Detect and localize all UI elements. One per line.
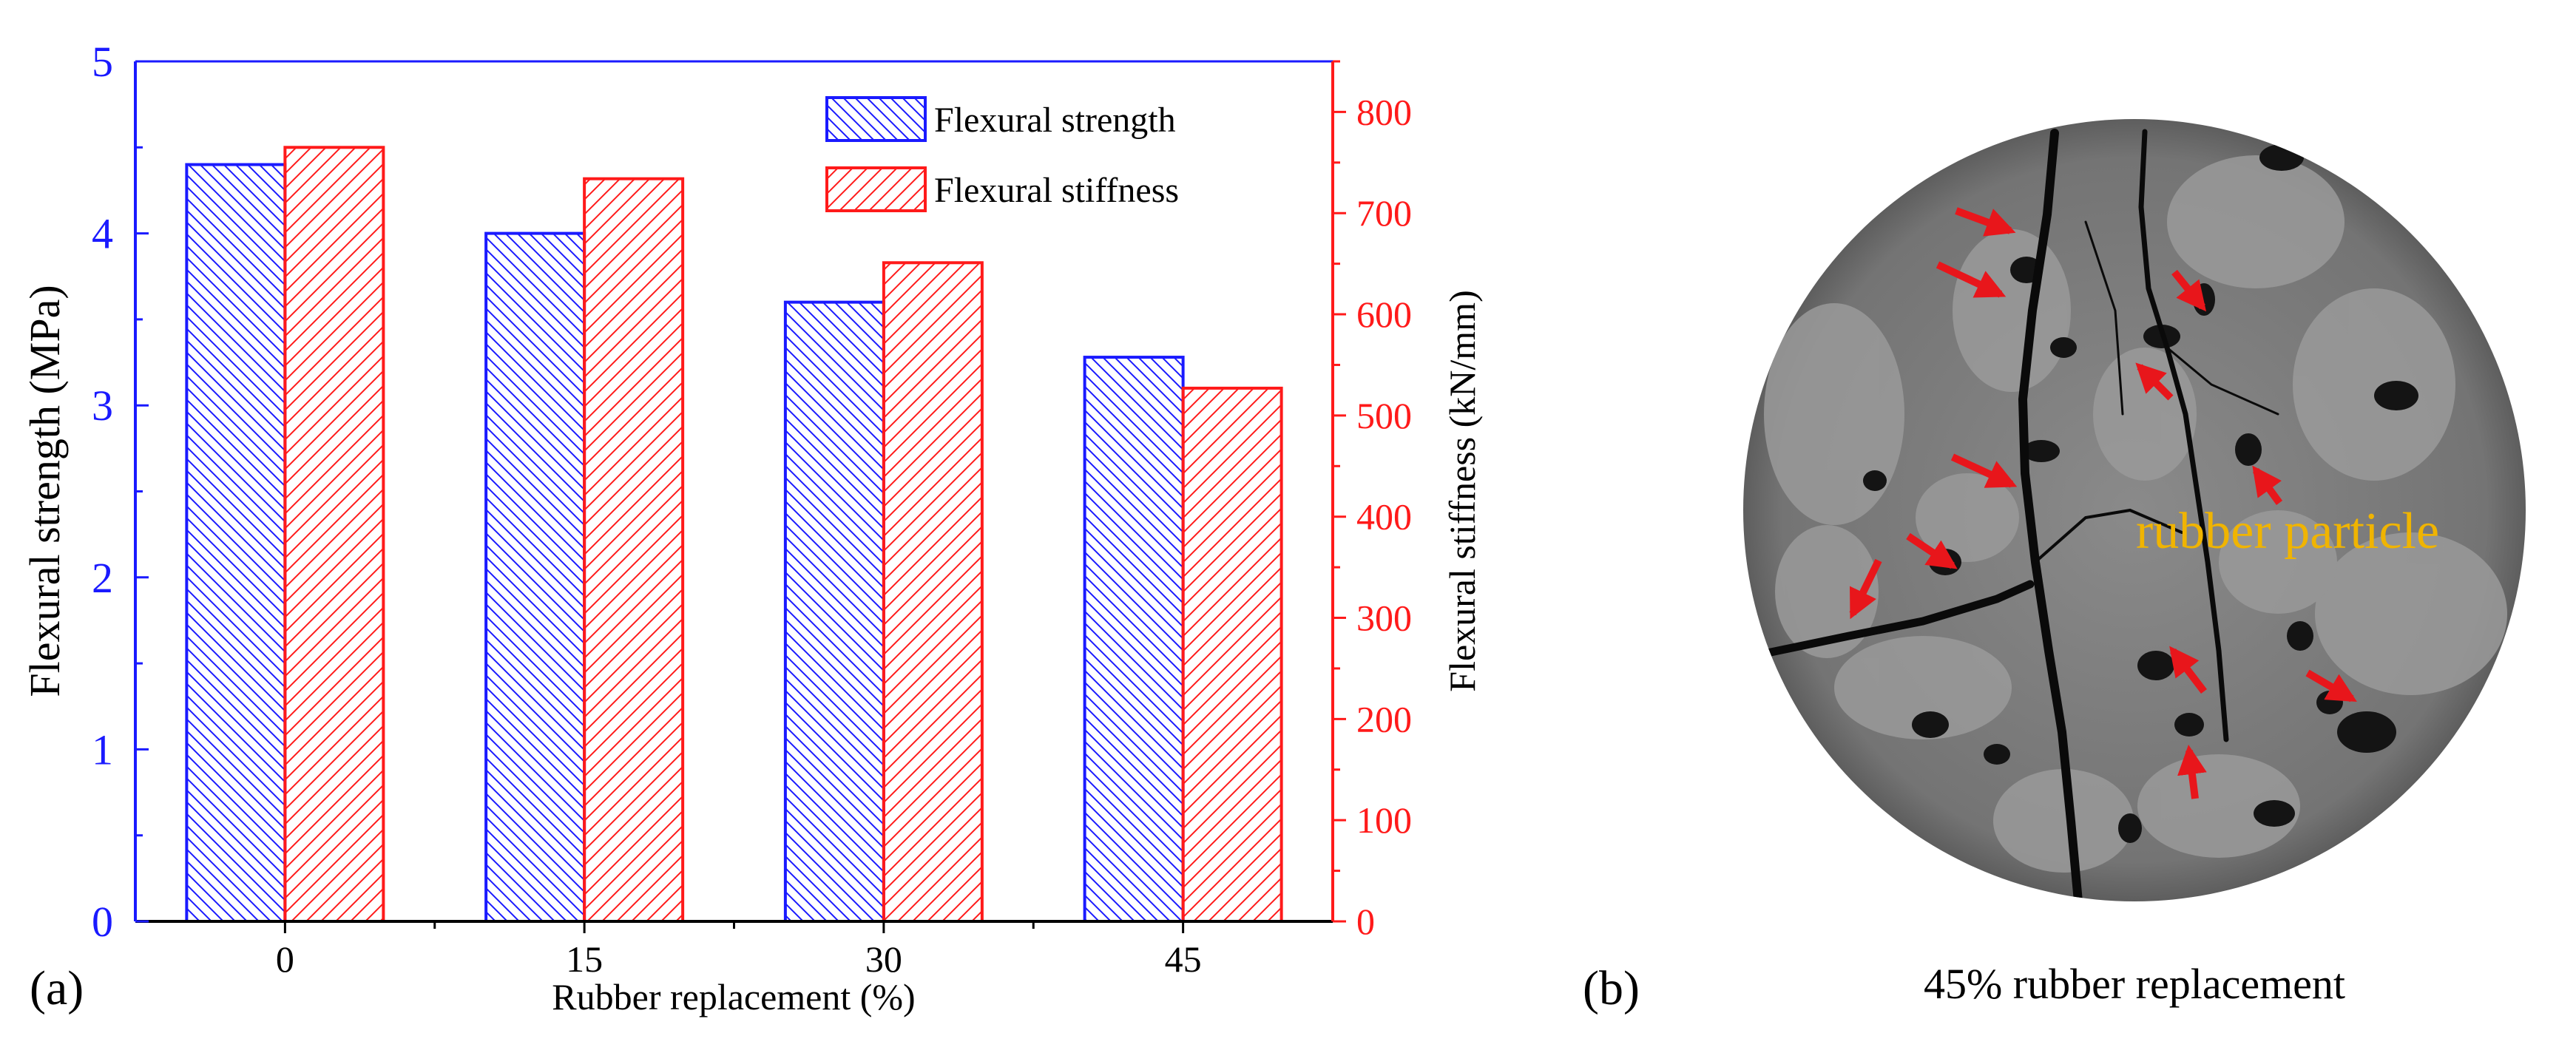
rubber-particle-annotation: rubber particle xyxy=(2136,503,2439,560)
crack-lines xyxy=(1756,129,2279,901)
legend-swatch-flexural-strength xyxy=(825,96,927,142)
bar-flexural-stiffness-45 xyxy=(1181,386,1283,923)
arrow-4 xyxy=(2135,362,2174,401)
panel-b-caption: 45% rubber replacement xyxy=(1924,960,2345,1008)
bar-flexural-stiffness-30 xyxy=(882,261,984,923)
arrow-9 xyxy=(2169,646,2207,694)
left-y-tick-label: 2 xyxy=(92,554,113,602)
bar-flexural-strength-15 xyxy=(484,231,586,924)
legend-label-flexural-strength: Flexural strength xyxy=(934,101,1176,140)
bar-flexural-strength-30 xyxy=(783,300,885,923)
right-y-axis-title: Flexural stiffness (kN/mm) xyxy=(1441,290,1483,691)
right-y-tick-label: 0 xyxy=(1356,901,1375,942)
x-tick-label: 45 xyxy=(1165,938,1202,980)
right-y-tick-label: 800 xyxy=(1356,91,1412,132)
bar-flexural-strength-0 xyxy=(185,163,287,923)
left-y-tick-label: 0 xyxy=(92,898,113,946)
arrow-11 xyxy=(2177,745,2207,799)
particle-arrows xyxy=(1849,207,2357,799)
right-y-tick-label: 500 xyxy=(1356,395,1412,436)
bar-flexural-strength-45 xyxy=(1083,356,1185,923)
x-axis-title: Rubber replacement (%) xyxy=(552,976,915,1018)
right-y-tick-label: 700 xyxy=(1356,192,1412,234)
right-y-tick-label: 100 xyxy=(1356,799,1412,841)
arrow-3 xyxy=(2171,269,2207,312)
bars-group xyxy=(185,146,1283,924)
right-y-tick-label: 300 xyxy=(1356,597,1412,639)
arrow-10 xyxy=(2305,669,2357,702)
arrow-2 xyxy=(1936,261,2007,298)
ct-specimen-image: rubber particle xyxy=(1743,119,2526,901)
x-tick-label: 15 xyxy=(566,938,603,980)
left-y-tick-label: 5 xyxy=(92,38,113,86)
panel-b-label: (b) xyxy=(1583,961,1640,1015)
left-y-ticks-group: 0 1 2 3 4 5 xyxy=(92,38,149,946)
left-y-tick-label: 1 xyxy=(92,725,113,773)
panel-a-label: (a) xyxy=(30,961,84,1015)
x-ticks-group: 0 15 30 45 xyxy=(276,921,1202,980)
bar-flexural-stiffness-15 xyxy=(583,177,685,924)
bar-flexural-stiffness-0 xyxy=(283,146,385,923)
right-y-tick-label: 400 xyxy=(1356,496,1412,538)
right-y-tick-label: 600 xyxy=(1356,294,1412,335)
arrow-7 xyxy=(1906,532,1958,569)
chart-legend: Flexural strength Flexural stiffness xyxy=(825,96,1179,212)
right-y-ticks-group: 0 100 200 300 400 500 600 700 800 xyxy=(1333,60,1412,942)
left-y-tick-label: 3 xyxy=(92,382,113,430)
arrow-8 xyxy=(1849,558,1882,620)
arrow-1 xyxy=(1955,207,2016,237)
arrow-6 xyxy=(2252,465,2283,505)
right-y-tick-label: 200 xyxy=(1356,698,1412,739)
arrow-5 xyxy=(1950,453,2018,488)
left-y-tick-label: 4 xyxy=(92,210,113,258)
legend-label-flexural-stiffness: Flexural stiffness xyxy=(934,171,1179,210)
legend-swatch-flexural-stiffness xyxy=(825,166,927,212)
x-tick-label: 0 xyxy=(276,938,294,980)
left-y-axis-title: Flexural strength (MPa) xyxy=(21,285,69,697)
x-tick-label: 30 xyxy=(865,938,902,980)
